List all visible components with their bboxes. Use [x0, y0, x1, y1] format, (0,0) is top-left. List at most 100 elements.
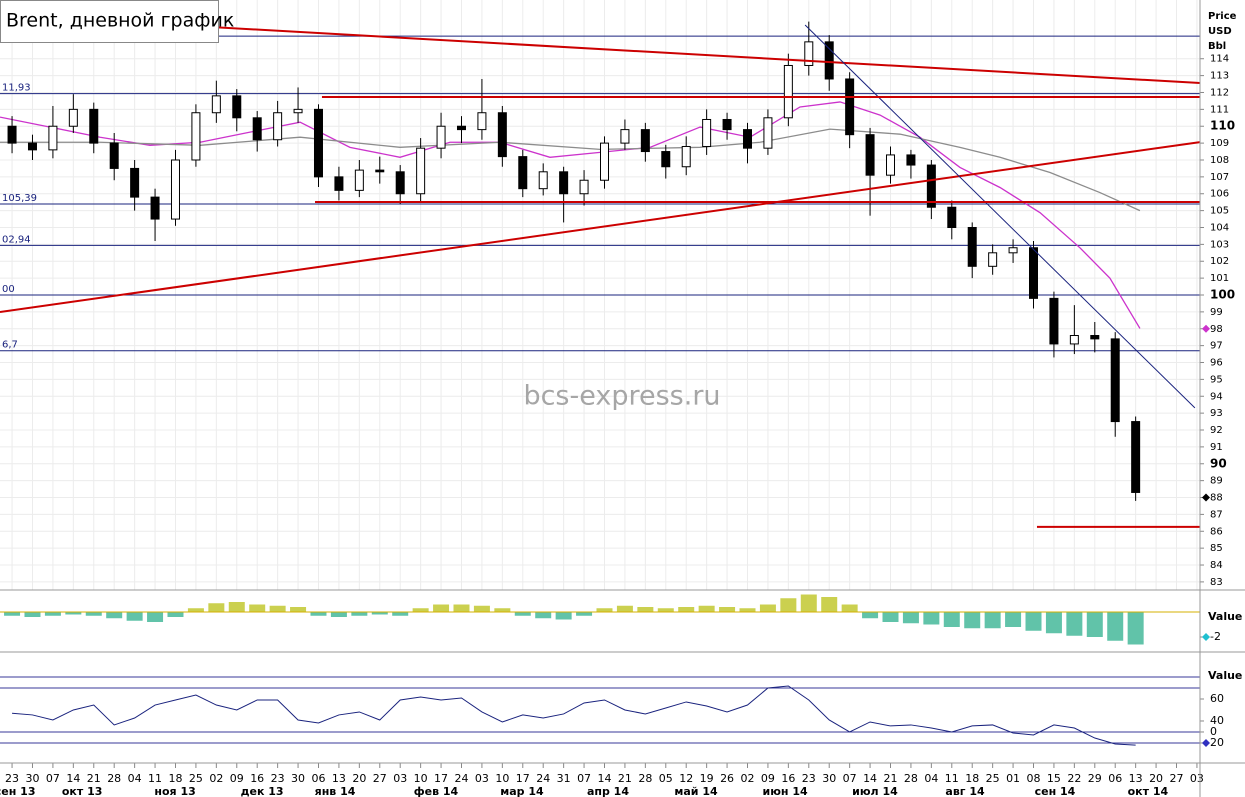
histogram-bar	[514, 612, 531, 616]
x-tick-label: 21	[618, 772, 632, 785]
x-tick-label: 28	[904, 772, 918, 785]
candle-body	[661, 151, 671, 168]
candle-body	[354, 169, 364, 191]
histogram-bar	[269, 605, 286, 612]
y-tick-label: 102	[1210, 256, 1229, 267]
month-label: июл 14	[852, 785, 898, 797]
axis-marker	[1202, 493, 1210, 502]
histogram-bar	[678, 607, 695, 612]
month-label: янв 14	[315, 785, 356, 797]
y-tick-label: 111	[1210, 104, 1229, 115]
x-tick-label: 11	[148, 772, 162, 785]
candle-body	[579, 179, 589, 195]
y-tick-label: 86	[1210, 526, 1223, 537]
candle-body	[640, 129, 650, 153]
candle-body	[1090, 335, 1100, 340]
candle-body	[7, 125, 17, 144]
histogram-bar	[841, 604, 858, 612]
x-tick-label: 07	[843, 772, 857, 785]
y-tick-label: 87	[1210, 509, 1223, 520]
y-tick-label: 94	[1210, 391, 1223, 402]
histogram-bar	[290, 607, 307, 612]
histogram-bar	[719, 607, 736, 612]
candle-body	[681, 145, 691, 168]
candle-body	[89, 108, 99, 144]
histogram-bar	[616, 605, 633, 612]
y-tick-label: 91	[1210, 442, 1223, 453]
x-tick-label: 13	[1129, 772, 1143, 785]
x-tick-label: 06	[1108, 772, 1122, 785]
y-tick-label: 85	[1210, 543, 1223, 554]
x-tick-label: 19	[700, 772, 714, 785]
candle-body	[232, 95, 242, 119]
candle-body	[191, 112, 201, 161]
y-tick-label: 95	[1210, 374, 1223, 385]
histogram-bar	[923, 612, 940, 625]
histogram-bar	[473, 605, 490, 612]
candle-body	[1110, 338, 1120, 423]
y-tick-label: -2	[1210, 630, 1221, 643]
histogram-bar	[453, 604, 470, 612]
histogram-bar	[821, 597, 838, 612]
candle-body	[804, 41, 814, 66]
histogram-bar	[126, 612, 143, 621]
y-tick-label: 92	[1210, 425, 1223, 436]
histogram-bar	[228, 602, 245, 612]
histogram-bar	[65, 612, 82, 615]
y-tick-label: 60	[1210, 692, 1224, 705]
level-label: 105,39	[2, 193, 37, 204]
trendline	[0, 141, 1201, 314]
y-axis-label: Bbl	[1208, 41, 1226, 52]
y-tick-label: 101	[1210, 273, 1229, 284]
candle-body	[109, 142, 119, 169]
level-label: 11,93	[2, 83, 31, 94]
level-label: 02,94	[2, 234, 31, 245]
histogram-bar	[249, 604, 266, 612]
x-tick-label: 24	[536, 772, 550, 785]
x-tick-label: 21	[884, 772, 898, 785]
x-tick-label: 10	[414, 772, 428, 785]
month-label: фев 14	[414, 785, 459, 797]
y-tick-label: 114	[1210, 54, 1229, 65]
x-tick-label: 07	[577, 772, 591, 785]
month-label: дек 13	[241, 785, 284, 797]
y-tick-label: 40	[1210, 714, 1224, 727]
x-tick-label: 14	[863, 772, 877, 785]
candle-body	[436, 125, 446, 149]
histogram-bar	[596, 608, 613, 612]
x-tick-label: 09	[230, 772, 244, 785]
y-tick-label: 84	[1210, 560, 1223, 571]
y-tick-label: 96	[1210, 358, 1223, 369]
candle-body	[518, 156, 528, 190]
x-tick-label: 17	[516, 772, 530, 785]
x-tick-label: 25	[189, 772, 203, 785]
candle-body	[1131, 421, 1141, 493]
candle-body	[1049, 297, 1059, 345]
trendline	[804, 24, 1196, 409]
candle-body	[742, 129, 752, 149]
candle-body	[599, 142, 609, 181]
candle-body	[273, 112, 283, 141]
candle-body	[559, 171, 569, 195]
moving-average	[0, 128, 1141, 212]
x-tick-label: 28	[638, 772, 652, 785]
histogram-bar	[984, 612, 1001, 629]
month-label: апр 14	[587, 785, 629, 797]
histogram-bar	[494, 608, 511, 612]
histogram-bar	[943, 612, 960, 627]
x-tick-label: 30	[822, 772, 836, 785]
x-tick-label: 23	[271, 772, 285, 785]
histogram-bar	[1107, 612, 1124, 641]
x-tick-label: 24	[454, 772, 468, 785]
y-tick-label: 107	[1210, 172, 1229, 183]
chart-title: Brent, дневной график	[6, 10, 234, 32]
y-tick-label: 97	[1210, 341, 1223, 352]
histogram-bar	[1025, 612, 1042, 631]
x-tick-label: 02	[740, 772, 754, 785]
title-box	[0, 0, 219, 43]
level-label: 6,7	[2, 340, 18, 351]
candle-body	[48, 125, 58, 151]
candle-body	[886, 154, 896, 176]
axis-marker	[1202, 738, 1210, 747]
